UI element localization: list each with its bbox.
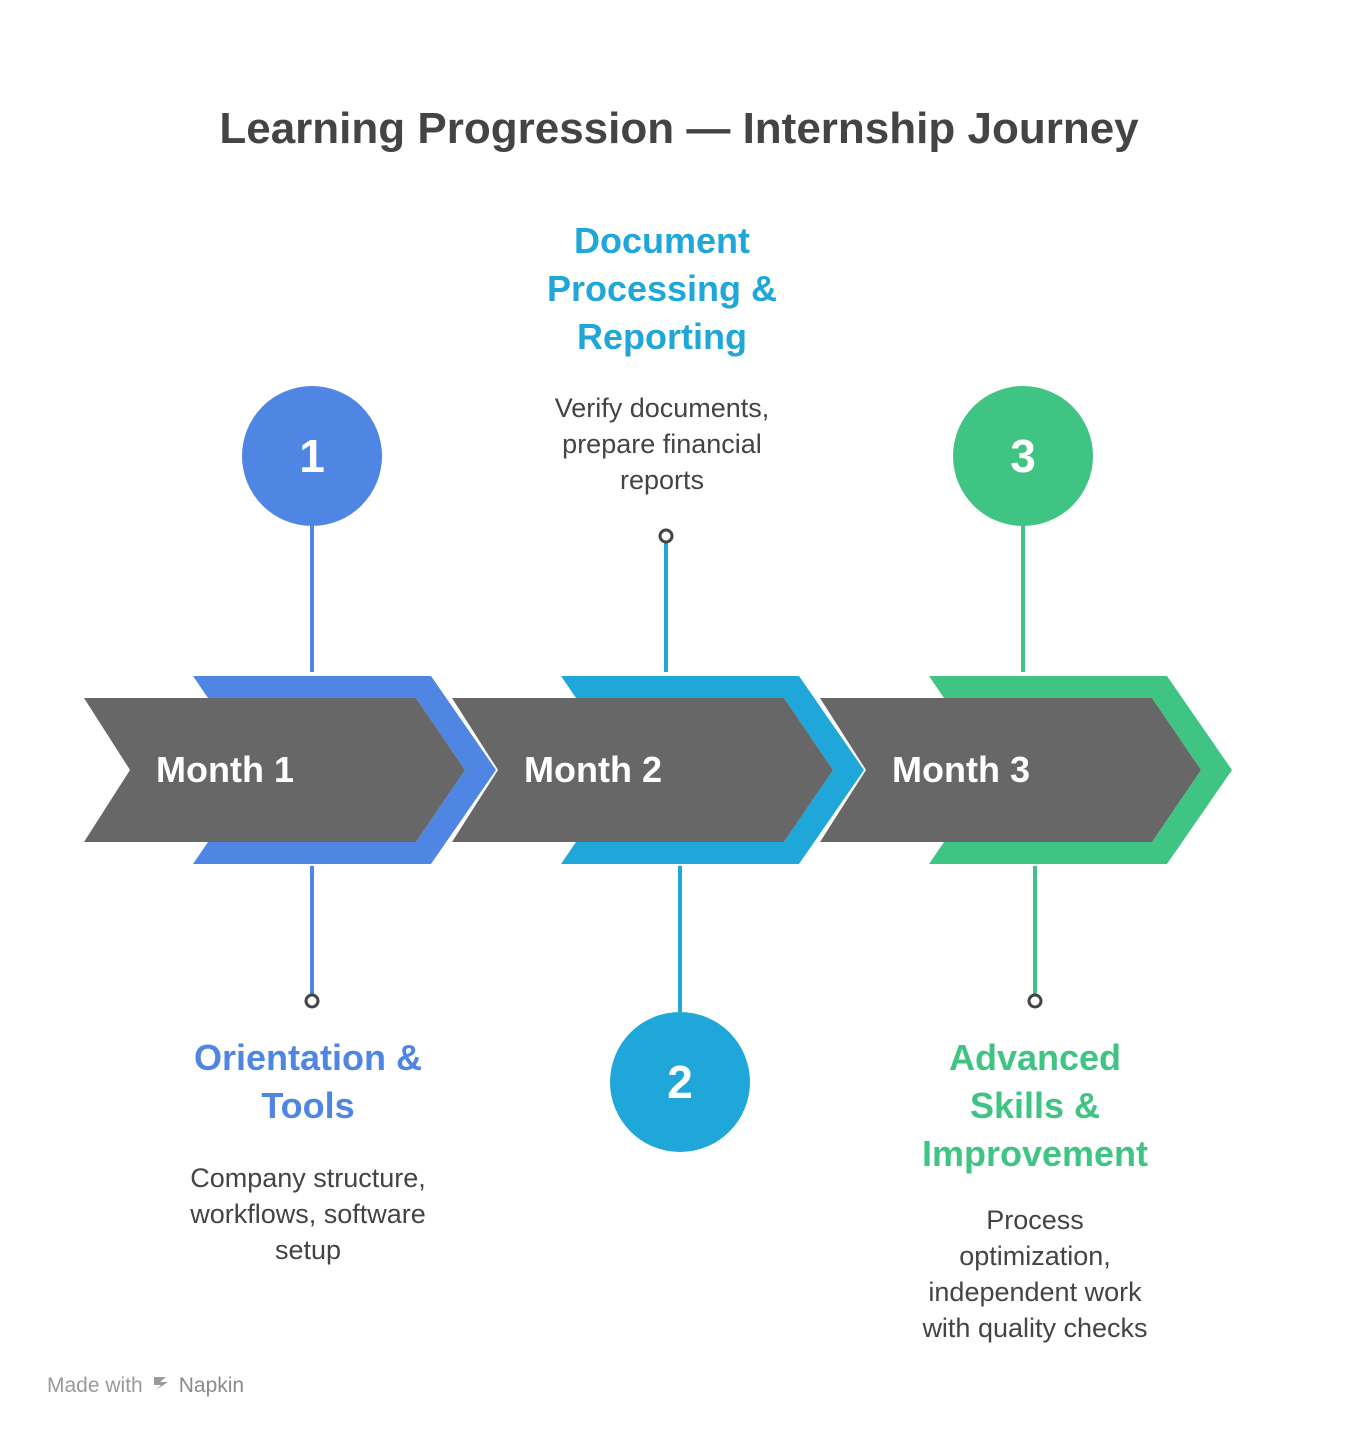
stage-description-3: Process optimization, independent work w… bbox=[922, 1205, 1148, 1343]
step-number-3: 3 bbox=[1010, 430, 1036, 482]
made-with-text: Made with bbox=[47, 1374, 143, 1397]
month-label-2: Month 2 bbox=[524, 749, 662, 790]
chevron-outline-month-2 bbox=[561, 676, 864, 864]
connector-dot-month-2 bbox=[658, 528, 674, 544]
step-number-2: 2 bbox=[667, 1056, 693, 1108]
step-badge-3: 3 bbox=[953, 386, 1093, 526]
step-badge-1: 1 bbox=[242, 386, 382, 526]
connector-dot-month-3 bbox=[1027, 993, 1043, 1009]
diagram-title: Learning Progression — Internship Journe… bbox=[219, 104, 1139, 153]
stage-heading-3: Advanced Skills & Improvement bbox=[921, 1037, 1149, 1174]
stage-description-1: Company structure, workflows, software s… bbox=[190, 1163, 426, 1265]
step-badge-2: 2 bbox=[610, 1012, 750, 1152]
stage-heading-2: Document Processing & Reporting bbox=[546, 220, 778, 357]
connector-dot-month-1 bbox=[304, 993, 320, 1009]
stage-description-2: Verify documents, prepare financial repo… bbox=[554, 393, 770, 495]
napkin-logo-icon bbox=[151, 1373, 171, 1399]
made-with-napkin-footer[interactable]: Made with Napkin bbox=[47, 1373, 244, 1399]
napkin-brand-text: Napkin bbox=[178, 1374, 245, 1397]
month-label-3: Month 3 bbox=[892, 749, 1030, 790]
month-label-1: Month 1 bbox=[156, 749, 294, 790]
chevron-outline-month-3 bbox=[929, 676, 1232, 864]
chevron-outline-month-1 bbox=[193, 676, 496, 864]
arrow-body-month-1 bbox=[84, 698, 465, 842]
stage-heading-1: Orientation & Tools bbox=[193, 1037, 422, 1126]
step-number-1: 1 bbox=[299, 430, 325, 482]
arrow-body-month-2 bbox=[452, 698, 833, 842]
arrow-body-month-3 bbox=[820, 698, 1201, 842]
